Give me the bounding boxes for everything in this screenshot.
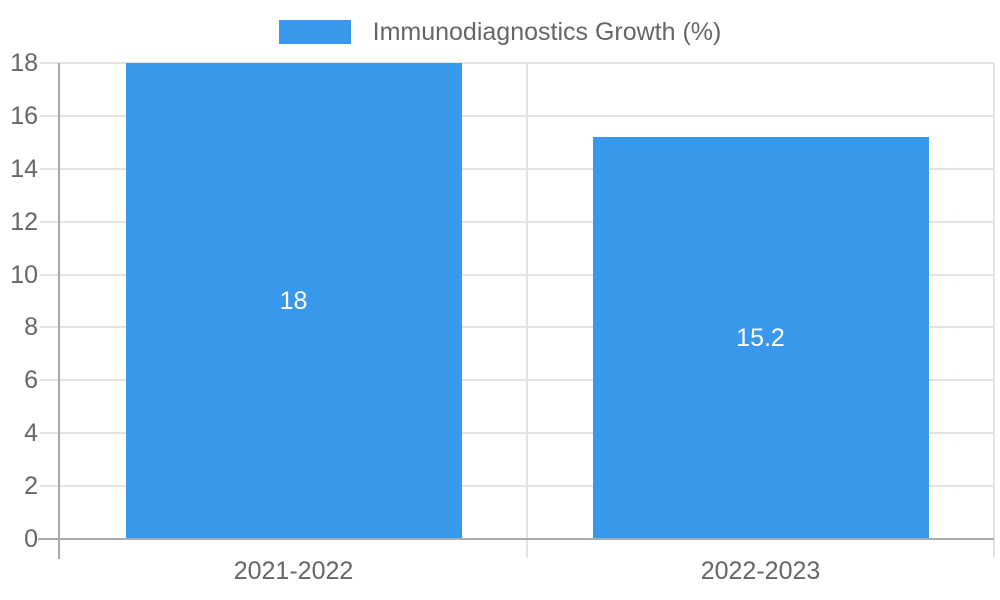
y-axis-line bbox=[58, 63, 60, 559]
y-axis-tick-label: 16 bbox=[10, 101, 38, 130]
x-axis-category-label: 2021-2022 bbox=[233, 557, 354, 585]
y-gridline bbox=[40, 167, 994, 170]
y-axis-tick-label: 10 bbox=[10, 260, 38, 289]
bar[interactable] bbox=[125, 63, 462, 538]
bar[interactable] bbox=[592, 137, 929, 538]
y-axis-tick-label: 6 bbox=[24, 366, 38, 395]
y-axis-tick-label: 2 bbox=[24, 472, 38, 501]
y-axis-tick-label: 8 bbox=[24, 313, 38, 342]
y-axis-tick-label: 14 bbox=[10, 154, 38, 183]
y-axis-tick-label: 18 bbox=[10, 49, 38, 77]
bar-value-label: 15.2 bbox=[736, 324, 785, 353]
y-gridline bbox=[40, 326, 994, 329]
legend-color-swatch bbox=[278, 20, 351, 44]
x-gridline bbox=[993, 63, 995, 558]
x-axis-line bbox=[38, 538, 994, 540]
y-gridline bbox=[40, 220, 994, 223]
y-gridline bbox=[40, 432, 994, 435]
x-gridline bbox=[526, 63, 528, 558]
y-gridline bbox=[40, 62, 994, 64]
y-gridline bbox=[40, 273, 994, 276]
y-axis-tick-label: 4 bbox=[24, 419, 38, 448]
y-gridline bbox=[40, 379, 994, 382]
y-axis-tick-label: 12 bbox=[10, 207, 38, 236]
y-gridline bbox=[40, 114, 994, 117]
y-gridline bbox=[40, 485, 994, 488]
legend-item[interactable]: Immunodiagnostics Growth (%) bbox=[278, 18, 722, 46]
y-axis-tick-label: 0 bbox=[24, 525, 38, 553]
legend: Immunodiagnostics Growth (%) bbox=[0, 18, 1000, 46]
legend-label: Immunodiagnostics Growth (%) bbox=[372, 18, 722, 46]
bar-value-label: 18 bbox=[279, 287, 308, 315]
x-axis-category-label: 2022-2023 bbox=[700, 557, 821, 585]
